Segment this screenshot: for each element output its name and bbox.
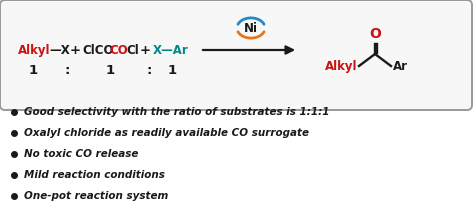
Text: Alkyl: Alkyl (325, 59, 357, 73)
Text: X—Ar: X—Ar (153, 44, 189, 57)
Text: Alkyl: Alkyl (18, 44, 51, 57)
Text: —X: —X (49, 44, 70, 57)
Text: Cl: Cl (126, 44, 139, 57)
Text: :: : (64, 64, 70, 77)
Text: 1: 1 (105, 64, 115, 77)
Text: Good selectivity with the ratio of substrates is 1:1:1: Good selectivity with the ratio of subst… (24, 107, 329, 117)
Text: +: + (70, 44, 81, 57)
Text: :: : (146, 64, 152, 77)
Text: Ni: Ni (244, 22, 258, 35)
Text: One-pot reaction system: One-pot reaction system (24, 191, 168, 201)
FancyBboxPatch shape (0, 0, 472, 110)
Text: +: + (140, 44, 151, 57)
Text: 1: 1 (28, 64, 37, 77)
Text: O: O (369, 27, 381, 41)
Text: ClCO: ClCO (82, 44, 113, 57)
Text: CO: CO (109, 44, 128, 57)
Text: 1: 1 (167, 64, 176, 77)
Text: No toxic CO release: No toxic CO release (24, 149, 138, 159)
Text: Oxalyl chloride as readily available CO surrogate: Oxalyl chloride as readily available CO … (24, 128, 309, 138)
Text: Ar: Ar (393, 59, 408, 73)
Text: Mild reaction conditions: Mild reaction conditions (24, 170, 165, 180)
